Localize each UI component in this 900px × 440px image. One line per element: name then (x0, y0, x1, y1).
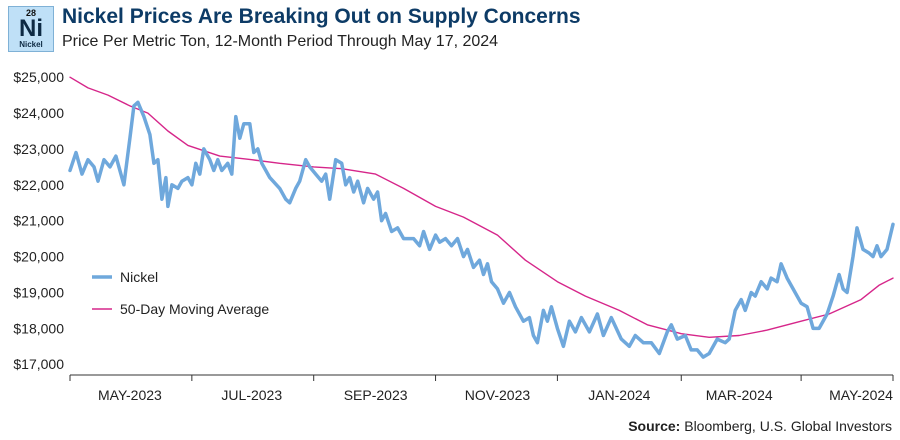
chart-title: Nickel Prices Are Breaking Out on Supply… (62, 5, 581, 28)
x-tick-label: MAR-2024 (706, 387, 773, 403)
x-tick-label: SEP-2023 (344, 387, 408, 403)
source-text: Bloomberg, U.S. Global Investors (680, 418, 892, 434)
logo-atomic-number: 28 (25, 8, 36, 18)
y-tick-label: $23,000 (13, 141, 64, 157)
source-note: Source: Bloomberg, U.S. Global Investors (628, 418, 892, 434)
y-tick-label: $18,000 (13, 320, 64, 336)
y-tick-label: $19,000 (13, 284, 64, 300)
y-tick-label: $20,000 (13, 249, 64, 265)
moving-average-line (69, 76, 894, 338)
x-tick-label: MAY-2024 (829, 387, 893, 403)
logo-element-name: Nickel (19, 40, 43, 49)
x-tick-label: NOV-2023 (465, 387, 531, 403)
nickel-element-logo: 28 Ni Nickel (8, 6, 54, 52)
logo-symbol: Ni (19, 15, 43, 42)
y-tick-label: $22,000 (13, 177, 64, 193)
x-tick-label: MAY-2023 (98, 387, 162, 403)
source-label: Source: (628, 418, 681, 434)
x-tick-label: JAN-2024 (588, 387, 650, 403)
legend-item-nickel: Nickel (120, 269, 158, 285)
y-tick-label: $21,000 (13, 213, 64, 229)
x-tick-label: JUL-2023 (221, 387, 282, 403)
chart-subtitle: Price Per Metric Ton, 12-Month Period Th… (62, 33, 499, 50)
legend-item-moving-average: 50-Day Moving Average (120, 301, 269, 317)
y-tick-label: $17,000 (13, 356, 64, 372)
nickel-price-line (68, 100, 895, 359)
y-tick-label: $25,000 (13, 69, 64, 85)
y-tick-label: $24,000 (13, 105, 64, 121)
